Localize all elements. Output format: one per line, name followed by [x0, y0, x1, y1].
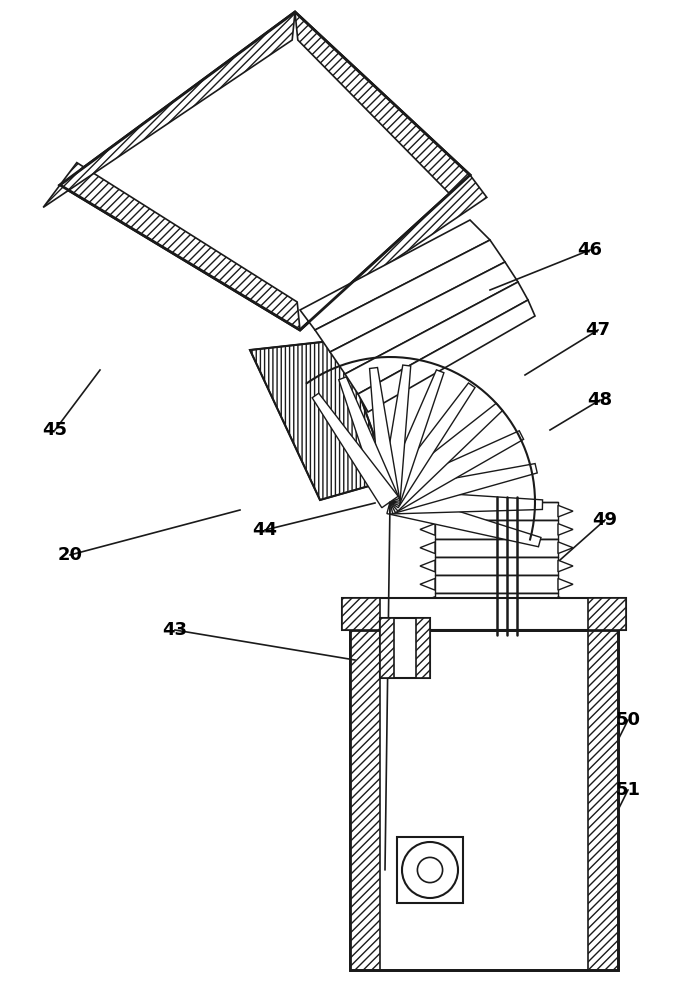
Polygon shape — [435, 612, 558, 630]
Text: 49: 49 — [593, 511, 617, 529]
Text: 48: 48 — [587, 391, 613, 409]
Polygon shape — [435, 575, 558, 593]
Polygon shape — [380, 618, 394, 678]
Polygon shape — [250, 340, 390, 500]
Polygon shape — [358, 300, 535, 412]
Polygon shape — [385, 431, 523, 513]
Polygon shape — [420, 524, 435, 535]
Polygon shape — [435, 520, 558, 539]
Polygon shape — [435, 593, 558, 612]
Text: 45: 45 — [43, 421, 67, 439]
Polygon shape — [345, 282, 528, 394]
Polygon shape — [60, 163, 300, 330]
Polygon shape — [558, 524, 573, 535]
Polygon shape — [387, 490, 541, 547]
Polygon shape — [558, 560, 573, 572]
Polygon shape — [420, 615, 435, 627]
Text: 43: 43 — [163, 621, 187, 639]
Polygon shape — [370, 368, 400, 503]
Polygon shape — [558, 597, 573, 608]
Polygon shape — [416, 618, 430, 678]
Polygon shape — [315, 240, 505, 352]
Polygon shape — [558, 505, 573, 517]
Polygon shape — [339, 377, 399, 506]
Polygon shape — [300, 220, 490, 330]
Polygon shape — [558, 542, 573, 554]
Text: 44: 44 — [252, 521, 278, 539]
Polygon shape — [420, 505, 435, 517]
Polygon shape — [295, 12, 470, 197]
Text: 46: 46 — [578, 241, 602, 259]
Polygon shape — [330, 262, 518, 374]
Polygon shape — [342, 598, 626, 630]
Circle shape — [417, 857, 442, 883]
Polygon shape — [350, 630, 618, 970]
Polygon shape — [390, 490, 543, 514]
Polygon shape — [420, 542, 435, 554]
Polygon shape — [342, 598, 380, 630]
Polygon shape — [588, 630, 618, 970]
Polygon shape — [381, 370, 444, 506]
Polygon shape — [43, 12, 295, 207]
Text: 47: 47 — [585, 321, 611, 339]
Polygon shape — [558, 615, 573, 627]
Polygon shape — [588, 598, 626, 630]
Polygon shape — [558, 578, 573, 590]
Circle shape — [402, 842, 458, 898]
Polygon shape — [420, 560, 435, 572]
Polygon shape — [380, 365, 411, 503]
Polygon shape — [435, 502, 558, 520]
Polygon shape — [312, 393, 398, 508]
Polygon shape — [380, 618, 430, 678]
Polygon shape — [60, 12, 470, 330]
Polygon shape — [435, 539, 558, 557]
Text: 20: 20 — [58, 546, 82, 564]
Text: 51: 51 — [615, 781, 641, 799]
Polygon shape — [300, 175, 487, 330]
Polygon shape — [350, 630, 380, 970]
Polygon shape — [382, 403, 503, 511]
Polygon shape — [382, 383, 475, 508]
Text: 50: 50 — [615, 711, 641, 729]
Polygon shape — [388, 464, 537, 514]
Polygon shape — [435, 557, 558, 575]
Polygon shape — [420, 597, 435, 608]
Polygon shape — [420, 578, 435, 590]
Polygon shape — [397, 837, 463, 903]
